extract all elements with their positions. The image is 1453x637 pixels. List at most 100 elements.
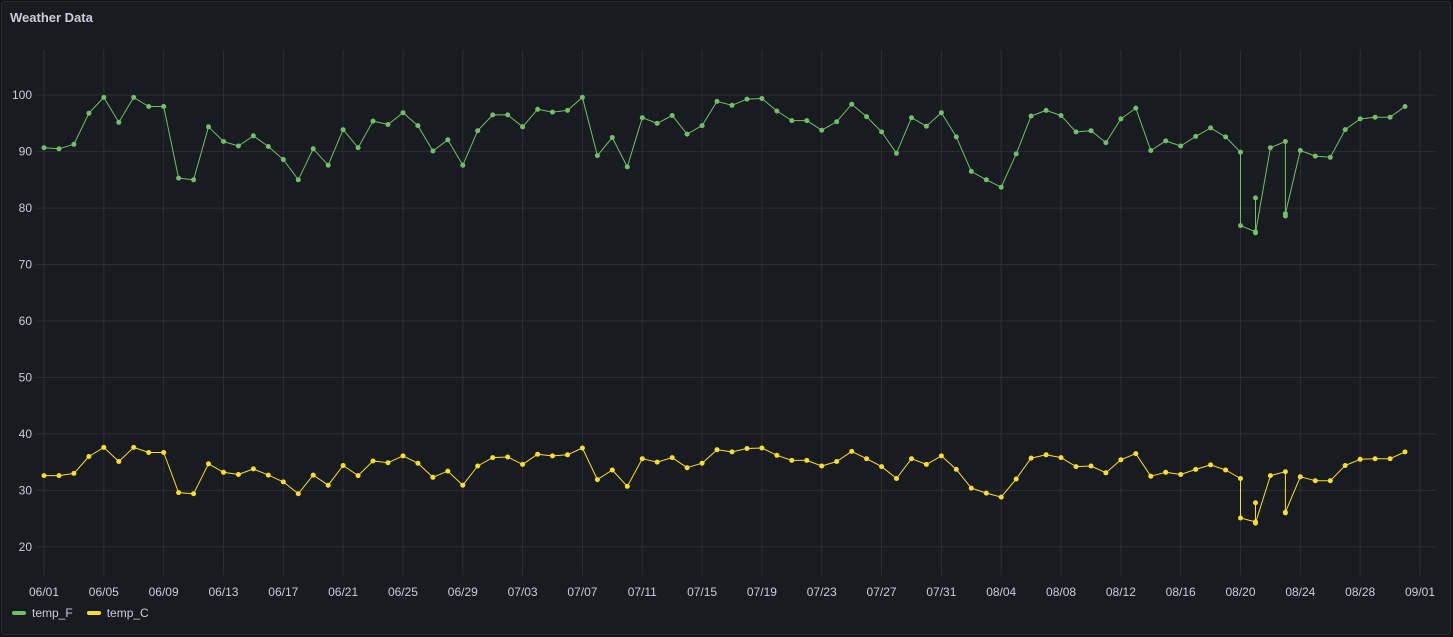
- x-tick-label: 07/11: [628, 585, 657, 599]
- data-point: [819, 127, 825, 133]
- data-point: [909, 456, 914, 462]
- data-point: [265, 144, 271, 149]
- data-point: [1043, 452, 1049, 458]
- data-point: [1372, 114, 1378, 120]
- y-tick-label: 60: [19, 314, 33, 328]
- data-point: [1253, 195, 1258, 201]
- legend-swatch-temp-f: [12, 611, 26, 615]
- data-point: [1357, 116, 1363, 122]
- legend-item-temp-c[interactable]: temp_C: [86, 606, 149, 620]
- data-point: [1103, 140, 1109, 146]
- data-point: [1282, 139, 1288, 144]
- data-point: [116, 119, 122, 125]
- data-point: [146, 104, 152, 109]
- y-tick-label: 20: [19, 540, 33, 554]
- x-tick-label: 07/19: [747, 585, 777, 599]
- data-point: [864, 114, 870, 120]
- data-point: [505, 112, 511, 118]
- data-point: [1028, 455, 1034, 461]
- data-point: [1058, 113, 1064, 118]
- data-point: [370, 118, 376, 124]
- data-point: [998, 494, 1004, 500]
- y-tick-label: 30: [19, 483, 33, 497]
- data-point: [1253, 520, 1258, 526]
- data-point: [1282, 469, 1288, 475]
- data-point: [1043, 107, 1049, 113]
- data-point: [520, 124, 526, 130]
- data-point: [1013, 476, 1019, 482]
- data-point: [176, 490, 182, 496]
- data-point: [849, 448, 855, 454]
- data-point: [1178, 143, 1184, 149]
- data-point: [1282, 509, 1288, 515]
- data-point: [1238, 149, 1243, 155]
- data-point: [1223, 467, 1229, 473]
- data-point: [161, 104, 167, 109]
- data-point: [729, 102, 735, 108]
- data-point: [669, 455, 675, 461]
- data-point: [609, 467, 615, 473]
- data-point: [1163, 469, 1169, 475]
- x-tick-label: 08/16: [1166, 585, 1196, 599]
- x-tick-label: 06/13: [208, 585, 238, 599]
- data-point: [565, 452, 570, 458]
- data-point: [1133, 105, 1139, 111]
- x-tick-label: 06/17: [268, 585, 298, 599]
- data-point: [639, 115, 645, 121]
- data-point: [624, 483, 630, 489]
- data-point: [594, 477, 600, 483]
- y-tick-label: 90: [19, 145, 33, 159]
- data-point: [1193, 133, 1199, 139]
- data-point: [938, 453, 944, 459]
- data-point: [221, 139, 226, 144]
- data-point: [744, 446, 750, 451]
- data-point: [1133, 451, 1139, 457]
- data-point: [400, 453, 406, 459]
- data-point: [909, 115, 914, 121]
- data-point: [953, 466, 959, 472]
- data-point: [535, 106, 541, 112]
- data-point: [101, 94, 107, 100]
- data-point: [1163, 138, 1169, 144]
- data-point: [250, 133, 256, 139]
- data-point: [1103, 470, 1109, 476]
- data-point: [1148, 473, 1154, 479]
- data-point: [1073, 129, 1079, 135]
- data-point: [923, 461, 929, 467]
- data-point: [370, 458, 376, 464]
- data-point: [221, 469, 226, 475]
- data-point: [1073, 464, 1079, 470]
- x-tick-label: 06/29: [448, 585, 478, 599]
- x-tick-label: 08/28: [1345, 585, 1375, 599]
- data-point: [714, 98, 720, 104]
- data-point: [250, 466, 256, 472]
- data-point: [1238, 476, 1243, 481]
- data-point: [1118, 457, 1124, 463]
- legend-item-temp-f[interactable]: temp_F: [12, 606, 73, 620]
- data-point: [340, 127, 346, 133]
- data-point: [639, 456, 645, 462]
- data-point: [1387, 114, 1393, 120]
- data-point: [1193, 466, 1199, 472]
- data-point: [1148, 148, 1154, 153]
- data-point: [729, 449, 735, 455]
- data-point: [819, 463, 825, 469]
- data-point: [654, 120, 660, 126]
- x-tick-label: 08/20: [1226, 585, 1256, 599]
- data-point: [1208, 462, 1214, 468]
- data-point: [849, 101, 855, 107]
- data-point: [56, 473, 62, 479]
- data-point: [415, 460, 421, 466]
- data-point: [1297, 148, 1303, 153]
- data-point: [1253, 500, 1258, 506]
- data-point: [430, 148, 436, 154]
- data-point: [340, 463, 346, 468]
- data-point: [684, 465, 690, 471]
- x-tick-label: 06/21: [328, 585, 358, 599]
- data-point: [774, 452, 780, 458]
- data-point: [131, 444, 137, 450]
- x-tick-label: 08/12: [1106, 585, 1136, 599]
- data-point: [1118, 116, 1124, 122]
